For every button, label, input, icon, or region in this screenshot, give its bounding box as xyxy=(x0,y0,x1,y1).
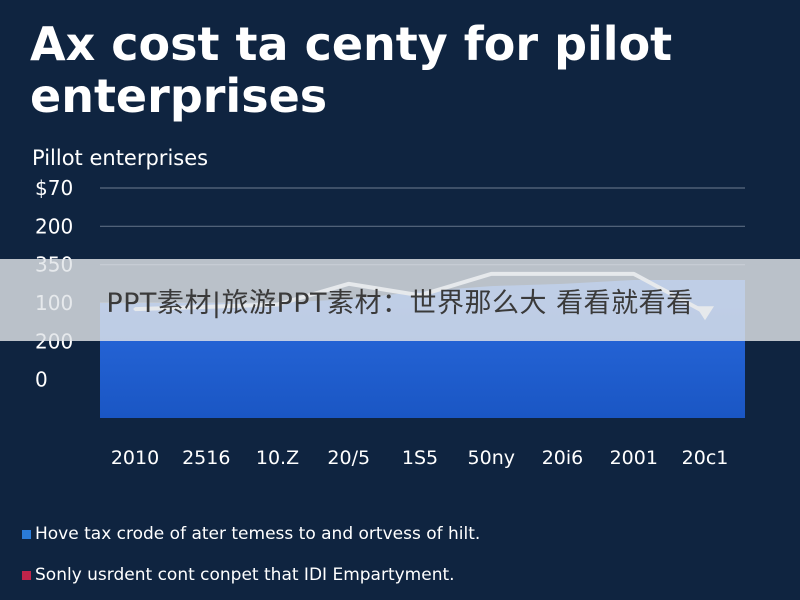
legend-label-1: Hove tax crode of ater temess to and ort… xyxy=(35,524,481,544)
x-tick-label: 2516 xyxy=(182,447,230,469)
legend-item-2: Sonly usrdent cont conpet that IDI Empar… xyxy=(22,565,455,585)
watermark-banner: PPT素材|旅游PPT素材：世界那么大 看看就看看 xyxy=(0,259,800,341)
x-tick-label: 20i6 xyxy=(542,447,584,469)
x-tick-label: 20/5 xyxy=(327,447,370,469)
x-tick-label: 10.Z xyxy=(256,447,299,469)
legend-label-2: Sonly usrdent cont conpet that IDI Empar… xyxy=(35,565,455,585)
x-tick-label: 2001 xyxy=(610,447,658,469)
x-axis-ticks: 2010 2516 10.Z 20/5 1S5 50ny 20i6 2001 20c1 xyxy=(111,447,729,469)
y-tick-label: 200 xyxy=(35,214,73,238)
x-tick-label: 1S5 xyxy=(402,447,438,469)
legend-swatch-2 xyxy=(22,570,31,580)
chart-title: Ax cost ta centy for pilot enterprises xyxy=(30,17,673,123)
x-tick-label: 20c1 xyxy=(682,447,729,469)
x-tick-label: 50ny xyxy=(468,447,515,469)
y-tick-label: 0 xyxy=(35,368,48,392)
x-tick-label: 2010 xyxy=(111,447,159,469)
y-tick-label: $70 xyxy=(35,176,73,200)
legend-swatch-1 xyxy=(22,529,31,539)
legend-item-1: Hove tax crode of ater temess to and ort… xyxy=(22,524,480,544)
chart-subtitle: Pillot enterprises xyxy=(32,146,209,170)
